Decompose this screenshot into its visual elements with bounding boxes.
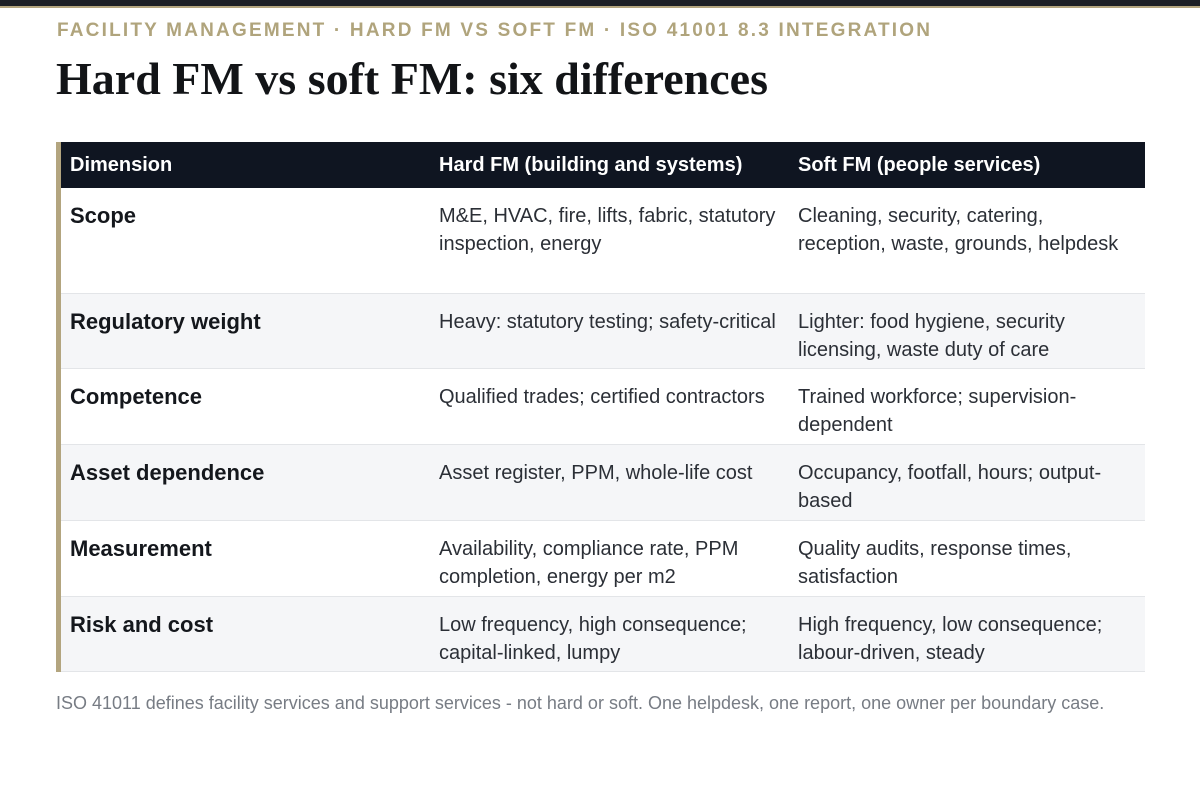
row-soft-fm: Trained workforce; supervision-dependent (789, 368, 1145, 445)
row-hard-fm: Heavy: statutory testing; safety-critica… (430, 293, 789, 369)
row-hard-fm: Low frequency, high consequence; capital… (430, 596, 789, 672)
row-hard-fm: Qualified trades; certified contractors (430, 368, 789, 445)
comparison-table: Dimension Hard FM (building and systems)… (61, 142, 1145, 672)
row-dimension: Risk and cost (61, 596, 430, 672)
top-rule (0, 0, 1200, 8)
row-hard-fm: Asset register, PPM, whole-life cost (430, 444, 789, 521)
row-hard-fm: M&E, HVAC, fire, lifts, fabric, statutor… (430, 188, 789, 294)
row-soft-fm: Occupancy, footfall, hours; output-based (789, 444, 1145, 521)
header-dimension: Dimension (61, 142, 430, 188)
table-row: Asset dependence Asset register, PPM, wh… (61, 444, 1145, 521)
table-body: Scope M&E, HVAC, fire, lifts, fabric, st… (61, 188, 1145, 672)
table-row: Risk and cost Low frequency, high conseq… (61, 596, 1145, 672)
row-dimension: Measurement (61, 520, 430, 597)
row-soft-fm: High frequency, low consequence; labour-… (789, 596, 1145, 672)
row-hard-fm: Availability, compliance rate, PPM compl… (430, 520, 789, 597)
row-dimension: Scope (61, 188, 430, 294)
row-dimension: Regulatory weight (61, 293, 430, 369)
page-title: Hard FM vs soft FM: six differences (56, 53, 768, 104)
table-row: Competence Qualified trades; certified c… (61, 368, 1145, 445)
header-hard-fm: Hard FM (building and systems) (430, 142, 789, 188)
eyebrow: FACILITY MANAGEMENT · HARD FM VS SOFT FM… (57, 20, 933, 41)
row-soft-fm: Cleaning, security, catering, reception,… (789, 188, 1145, 294)
header-row: Dimension Hard FM (building and systems)… (61, 142, 1145, 188)
table-row: Regulatory weight Heavy: statutory testi… (61, 293, 1145, 369)
header-soft-fm: Soft FM (people services) (789, 142, 1145, 188)
table-row: Scope M&E, HVAC, fire, lifts, fabric, st… (61, 188, 1145, 294)
table-header: Dimension Hard FM (building and systems)… (61, 142, 1145, 188)
table-row: Measurement Availability, compliance rat… (61, 520, 1145, 597)
row-dimension: Competence (61, 368, 430, 445)
footnote: ISO 41011 defines facility services and … (56, 693, 1105, 713)
row-dimension: Asset dependence (61, 444, 430, 521)
row-soft-fm: Lighter: food hygiene, security licensin… (789, 293, 1145, 369)
comparison-table-wrap: Dimension Hard FM (building and systems)… (56, 142, 1145, 672)
row-soft-fm: Quality audits, response times, satisfac… (789, 520, 1145, 597)
